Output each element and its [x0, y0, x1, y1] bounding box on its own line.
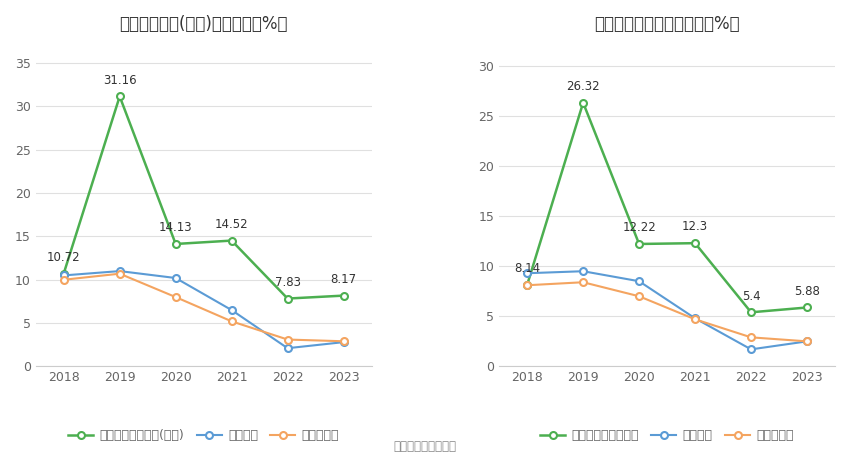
Text: 14.52: 14.52	[215, 218, 248, 231]
Text: 31.16: 31.16	[103, 74, 137, 87]
Legend: 公司投入资本回报率, 行业均值, 行业中位数: 公司投入资本回报率, 行业均值, 行业中位数	[536, 424, 799, 447]
Text: 10.72: 10.72	[47, 251, 81, 264]
Text: 14.13: 14.13	[159, 221, 192, 234]
Legend: 公司净资产收益率(加权), 行业均值, 行业中位数: 公司净资产收益率(加权), 行业均值, 行业中位数	[63, 424, 344, 447]
Text: 26.32: 26.32	[566, 80, 600, 93]
Text: 12.22: 12.22	[622, 221, 656, 234]
Text: 8.14: 8.14	[514, 262, 541, 275]
Title: 净资产收益率(加权)历年情况（%）: 净资产收益率(加权)历年情况（%）	[119, 15, 288, 33]
Text: 8.17: 8.17	[331, 273, 357, 286]
Title: 投入资本回报率历年情况（%）: 投入资本回报率历年情况（%）	[594, 15, 740, 33]
Text: 数据来源：恒生聚源: 数据来源：恒生聚源	[394, 441, 456, 453]
Text: 5.4: 5.4	[742, 289, 761, 303]
Text: 12.3: 12.3	[682, 220, 708, 234]
Text: 5.88: 5.88	[794, 285, 820, 298]
Text: 7.83: 7.83	[275, 276, 301, 289]
